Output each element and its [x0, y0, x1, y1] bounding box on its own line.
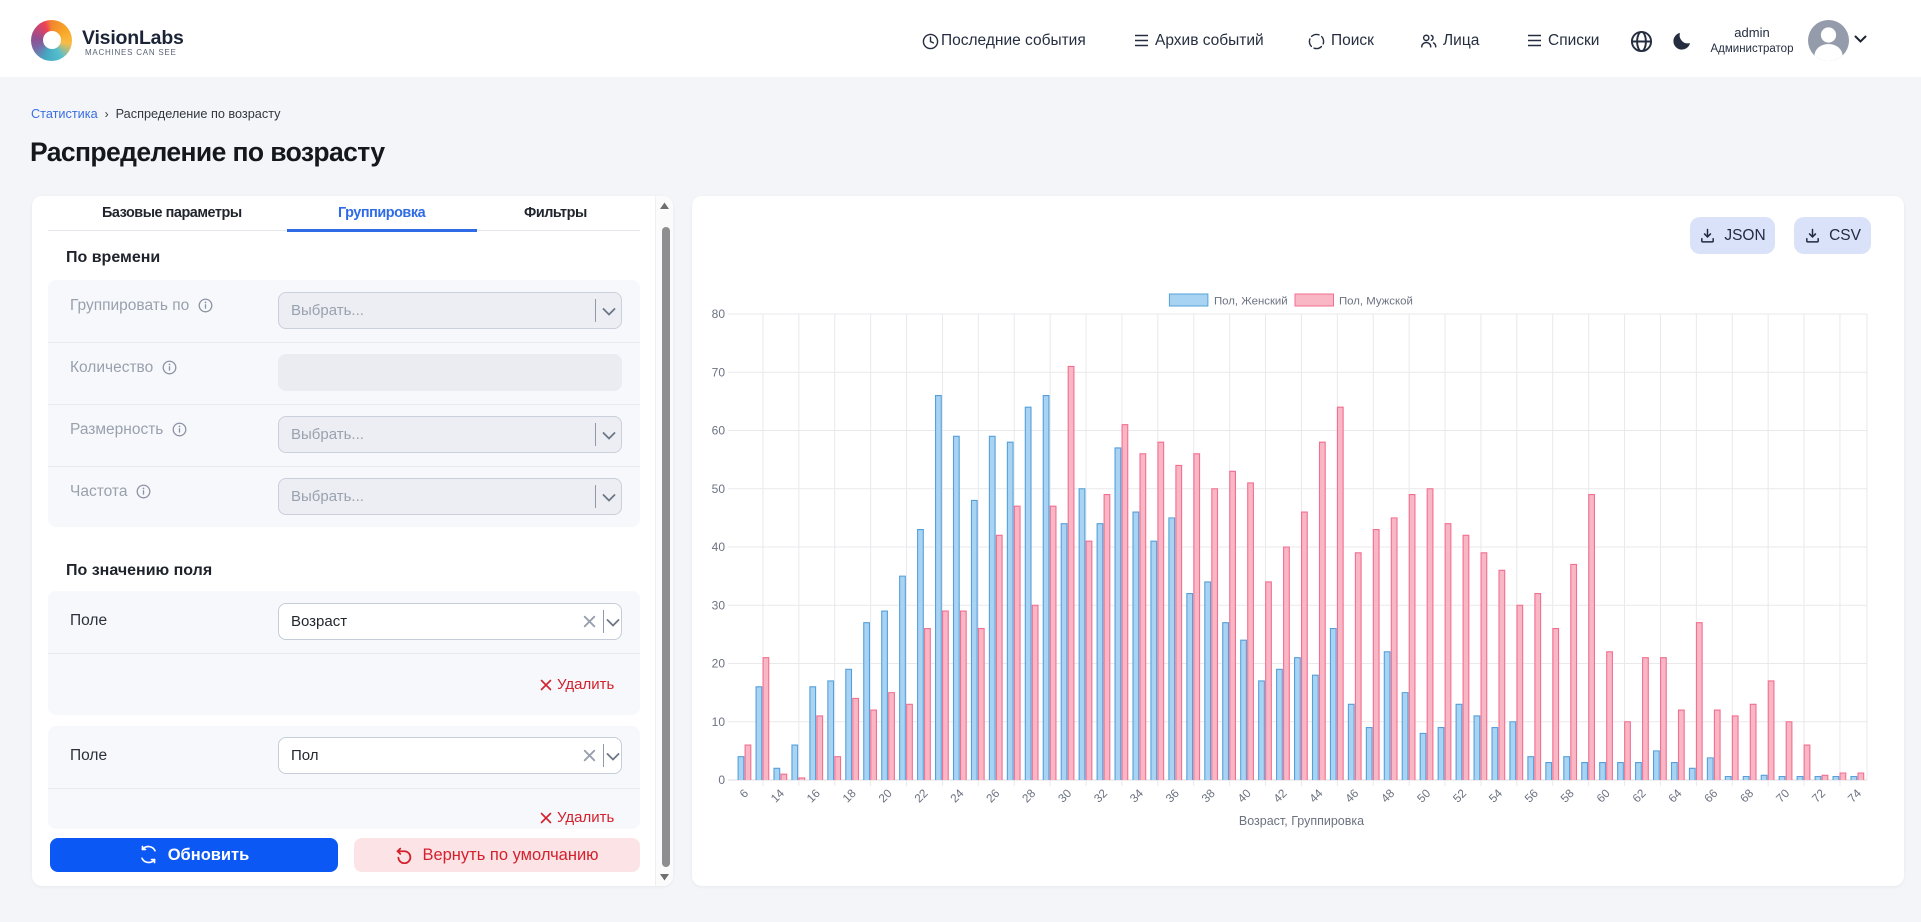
svg-text:30: 30	[712, 598, 726, 612]
svg-text:46: 46	[1342, 786, 1361, 805]
svg-text:Пол, Женский: Пол, Женский	[1214, 296, 1288, 308]
svg-text:64: 64	[1665, 786, 1684, 805]
svg-text:70: 70	[1773, 786, 1792, 805]
svg-text:74: 74	[1845, 786, 1864, 805]
svg-text:30: 30	[1055, 786, 1074, 805]
svg-text:50: 50	[712, 482, 726, 496]
svg-text:Пол, Мужской: Пол, Мужской	[1339, 296, 1413, 308]
svg-text:34: 34	[1127, 786, 1146, 805]
svg-text:20: 20	[712, 657, 726, 671]
svg-text:50: 50	[1414, 786, 1433, 805]
svg-text:48: 48	[1378, 786, 1397, 805]
svg-text:54: 54	[1486, 786, 1505, 805]
svg-text:22: 22	[911, 786, 930, 805]
svg-text:40: 40	[712, 540, 726, 554]
svg-text:20: 20	[876, 786, 895, 805]
svg-text:52: 52	[1450, 786, 1469, 805]
svg-text:68: 68	[1737, 786, 1756, 805]
svg-text:24: 24	[947, 786, 966, 805]
svg-text:38: 38	[1199, 786, 1218, 805]
svg-text:58: 58	[1558, 786, 1577, 805]
svg-text:62: 62	[1629, 786, 1648, 805]
svg-text:42: 42	[1270, 786, 1289, 805]
svg-text:26: 26	[983, 786, 1002, 805]
svg-text:28: 28	[1019, 786, 1038, 805]
svg-text:60: 60	[712, 424, 726, 438]
svg-text:18: 18	[840, 786, 859, 805]
svg-text:6: 6	[737, 786, 752, 801]
svg-text:44: 44	[1306, 786, 1325, 805]
svg-text:70: 70	[712, 365, 726, 379]
svg-text:14: 14	[768, 786, 787, 805]
svg-text:10: 10	[712, 715, 726, 729]
svg-text:72: 72	[1809, 786, 1828, 805]
svg-text:32: 32	[1091, 786, 1110, 805]
svg-text:66: 66	[1701, 786, 1720, 805]
svg-text:60: 60	[1594, 786, 1613, 805]
svg-text:16: 16	[804, 786, 823, 805]
svg-text:56: 56	[1522, 786, 1541, 805]
svg-text:40: 40	[1235, 786, 1254, 805]
svg-text:36: 36	[1163, 786, 1182, 805]
svg-text:80: 80	[712, 307, 726, 321]
svg-text:0: 0	[718, 773, 725, 787]
svg-text:Возраст, Группировка: Возраст, Группировка	[1239, 814, 1364, 828]
